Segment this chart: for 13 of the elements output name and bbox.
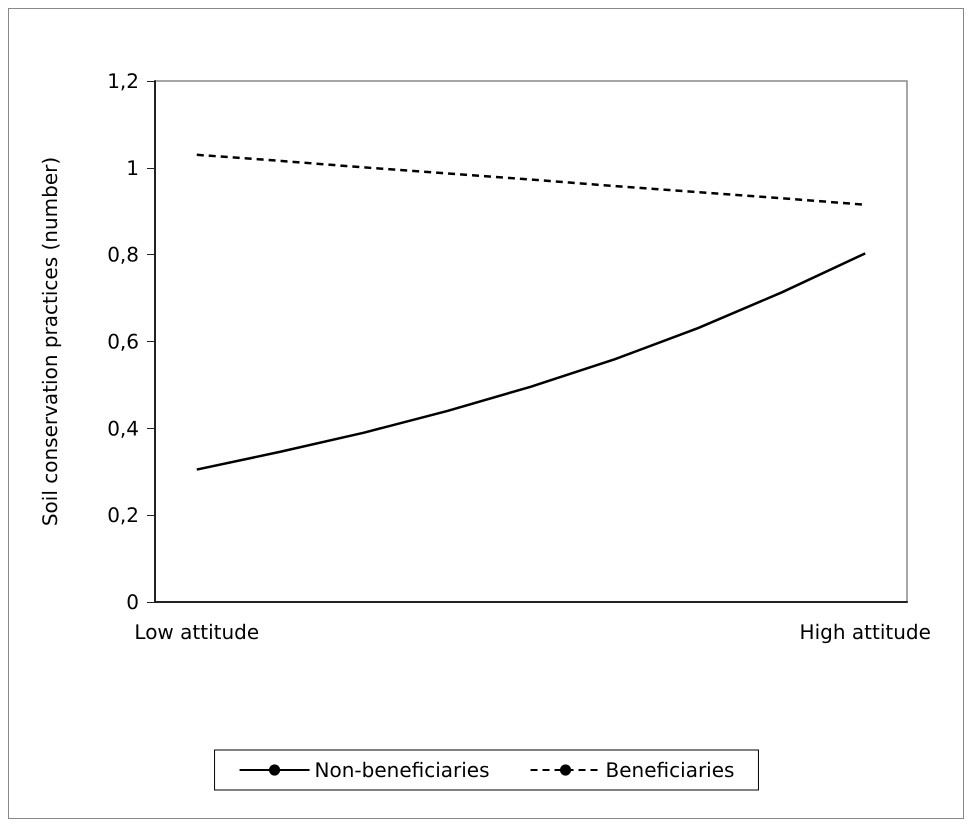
y-tick-label: 1,2	[107, 69, 139, 93]
y-axis-title: Soil conservation practices (number)	[38, 156, 62, 526]
y-tick-label: 0,4	[107, 416, 139, 440]
legend-label: Beneficiaries	[606, 758, 734, 782]
line-series	[196, 252, 866, 471]
y-tick-label: 0,8	[107, 242, 139, 267]
y-tick-label: 0,2	[107, 503, 139, 528]
y-tick-label: 0,6	[107, 330, 139, 354]
y-tick-label: 1	[126, 156, 139, 180]
y-tick-label: 0	[126, 590, 139, 614]
legend-label: Non-beneficiaries	[314, 758, 490, 782]
x-tick-label: High attitude	[800, 620, 931, 644]
x-tick-label: Low attitude	[134, 620, 260, 644]
